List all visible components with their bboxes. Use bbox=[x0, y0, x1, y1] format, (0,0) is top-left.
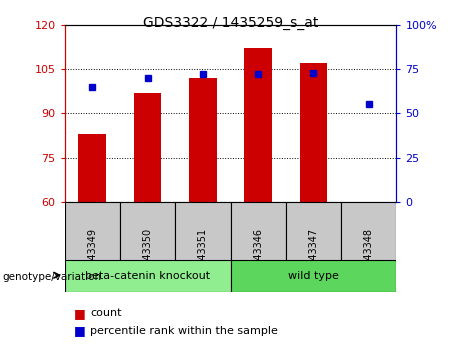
Text: GDS3322 / 1435259_s_at: GDS3322 / 1435259_s_at bbox=[143, 16, 318, 30]
Bar bbox=[189, 78, 217, 202]
Bar bbox=[300, 63, 327, 202]
Bar bbox=[175, 202, 230, 260]
Text: GSM243349: GSM243349 bbox=[87, 228, 97, 287]
Bar bbox=[341, 202, 396, 260]
Text: percentile rank within the sample: percentile rank within the sample bbox=[90, 326, 278, 336]
Text: GSM243348: GSM243348 bbox=[364, 228, 374, 287]
Bar bbox=[134, 93, 161, 202]
Bar bbox=[286, 202, 341, 260]
Bar bbox=[230, 260, 396, 292]
Bar bbox=[244, 48, 272, 202]
Text: beta-catenin knockout: beta-catenin knockout bbox=[85, 271, 210, 281]
Text: wild type: wild type bbox=[288, 271, 339, 281]
Text: ■: ■ bbox=[74, 325, 85, 337]
Bar bbox=[65, 202, 120, 260]
Bar bbox=[78, 134, 106, 202]
Text: GSM243350: GSM243350 bbox=[142, 228, 153, 287]
Text: GSM243346: GSM243346 bbox=[253, 228, 263, 287]
Text: GSM243347: GSM243347 bbox=[308, 228, 319, 287]
Text: ■: ■ bbox=[74, 307, 85, 320]
Text: GSM243351: GSM243351 bbox=[198, 228, 208, 287]
Text: genotype/variation: genotype/variation bbox=[2, 272, 101, 282]
Text: count: count bbox=[90, 308, 121, 318]
Bar bbox=[65, 260, 230, 292]
Bar bbox=[120, 202, 175, 260]
Bar bbox=[230, 202, 286, 260]
